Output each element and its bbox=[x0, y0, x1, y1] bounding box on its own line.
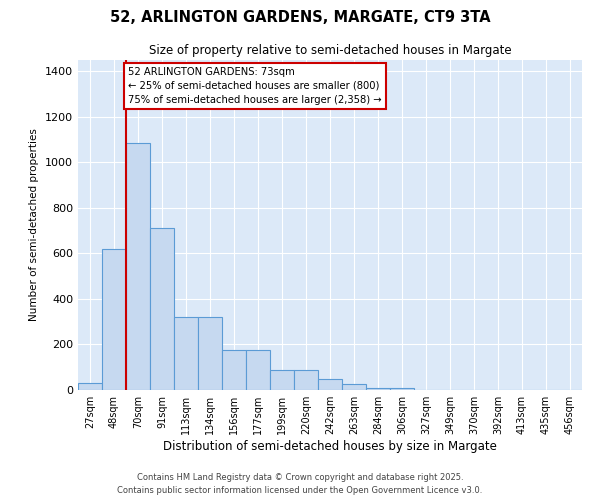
Title: Size of property relative to semi-detached houses in Margate: Size of property relative to semi-detach… bbox=[149, 44, 511, 58]
Bar bbox=[150, 228, 174, 390]
Bar bbox=[78, 383, 102, 390]
Bar bbox=[342, 384, 366, 390]
Bar bbox=[270, 370, 294, 390]
Bar bbox=[366, 388, 390, 390]
Bar bbox=[246, 350, 270, 390]
Text: 52 ARLINGTON GARDENS: 73sqm
← 25% of semi-detached houses are smaller (800)
75% : 52 ARLINGTON GARDENS: 73sqm ← 25% of sem… bbox=[128, 67, 382, 105]
Bar bbox=[390, 388, 414, 390]
Bar bbox=[174, 317, 198, 390]
Text: Contains HM Land Registry data © Crown copyright and database right 2025.
Contai: Contains HM Land Registry data © Crown c… bbox=[118, 474, 482, 495]
Bar bbox=[222, 350, 246, 390]
X-axis label: Distribution of semi-detached houses by size in Margate: Distribution of semi-detached houses by … bbox=[163, 440, 497, 453]
Bar bbox=[318, 380, 342, 390]
Bar bbox=[198, 317, 222, 390]
Text: 52, ARLINGTON GARDENS, MARGATE, CT9 3TA: 52, ARLINGTON GARDENS, MARGATE, CT9 3TA bbox=[110, 10, 490, 25]
Bar bbox=[294, 370, 318, 390]
Bar bbox=[126, 143, 150, 390]
Bar bbox=[102, 249, 126, 390]
Y-axis label: Number of semi-detached properties: Number of semi-detached properties bbox=[29, 128, 40, 322]
